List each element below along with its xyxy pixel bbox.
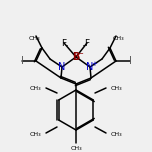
Text: F: F [85,38,90,47]
Text: CH₃: CH₃ [70,145,82,150]
Text: I: I [129,56,131,66]
Text: CH₃: CH₃ [29,85,41,90]
Text: F: F [61,38,67,47]
Text: CH₃: CH₃ [29,131,41,136]
Text: B: B [72,52,80,62]
Text: −: − [77,51,83,57]
Text: CH₃: CH₃ [111,85,123,90]
Text: +: + [91,61,97,67]
Text: N: N [86,62,94,72]
Text: I: I [21,56,23,66]
Text: CH₃: CH₃ [111,131,123,136]
Text: CH₃: CH₃ [112,36,124,40]
Text: .: . [65,36,69,48]
Text: N: N [58,62,66,72]
Text: .: . [82,36,86,48]
Text: CH₃: CH₃ [28,36,40,40]
